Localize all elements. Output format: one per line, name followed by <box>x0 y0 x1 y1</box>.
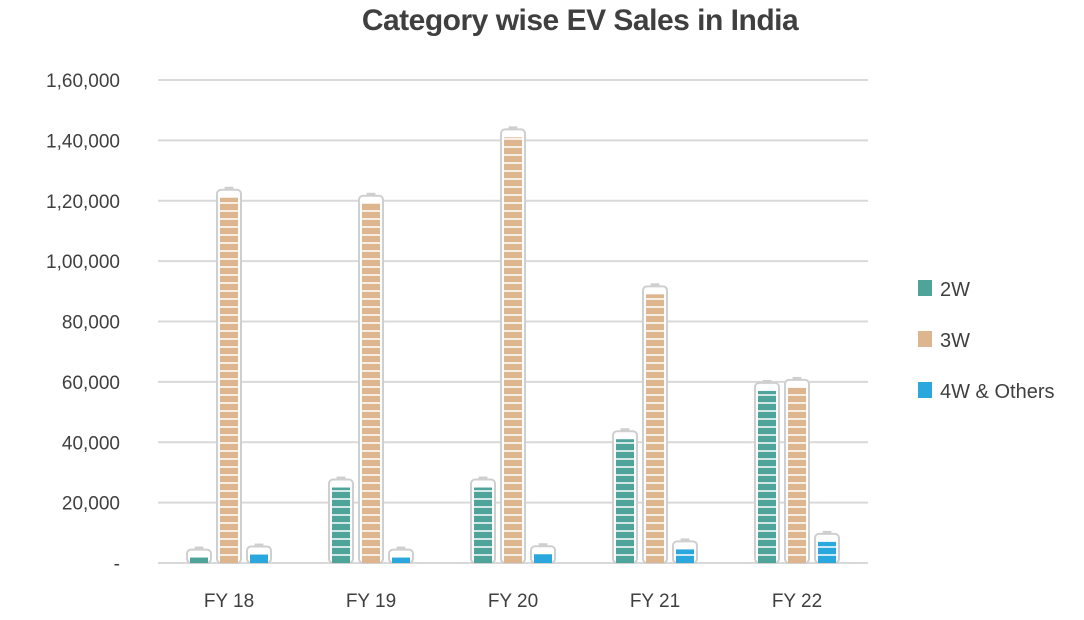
y-tick-label: 1,60,000 <box>46 71 120 92</box>
legend-item-2w: 2W <box>918 279 970 301</box>
x-tick-label: FY 22 <box>772 591 822 612</box>
bar-fill <box>646 294 664 563</box>
bar-cap <box>224 186 234 190</box>
y-tick-label: 1,00,000 <box>46 252 120 273</box>
legend-swatch <box>918 331 932 347</box>
legend-label: 2W <box>940 279 970 301</box>
bars <box>186 126 840 565</box>
bar-cap <box>822 530 832 534</box>
y-tick-label: 80,000 <box>62 313 120 334</box>
x-tick-label: FY 21 <box>630 591 680 612</box>
bar-cap <box>680 538 690 542</box>
bar-2w-fy-19 <box>328 476 354 564</box>
bar-4w-and-others-fy-18 <box>246 543 272 564</box>
bar-cap <box>792 376 802 380</box>
bar-4w-and-others-fy-20 <box>530 543 556 564</box>
bar-fill <box>220 197 238 563</box>
bar-3w-fy-22 <box>784 376 810 564</box>
bar-fill <box>676 549 694 563</box>
bar-cap <box>194 546 204 550</box>
bar-4w-and-others-fy-19 <box>388 546 414 564</box>
bar-4w-and-others-fy-21 <box>672 538 698 565</box>
y-tick-label: 1,20,000 <box>46 192 120 213</box>
chart-title: Category wise EV Sales in India <box>361 4 799 37</box>
bar-cap <box>762 379 772 383</box>
legend: 2W 3W 4W & Others <box>918 279 1054 403</box>
bar-cap <box>620 428 630 432</box>
bar-4w-and-others-fy-22 <box>814 530 840 565</box>
bar-cap <box>366 192 376 196</box>
bar-fill <box>250 554 268 563</box>
bar-fill <box>190 557 208 563</box>
legend-swatch <box>918 280 932 296</box>
legend-label: 3W <box>940 330 970 352</box>
bar-cap <box>538 543 548 547</box>
bar-cap <box>396 546 406 550</box>
bar-fill <box>818 541 836 563</box>
y-tick-label: 1,40,000 <box>46 131 120 152</box>
bar-cap <box>336 476 346 480</box>
legend-swatch <box>918 382 932 398</box>
bar-cap <box>478 476 488 480</box>
x-tick-label: FY 18 <box>204 591 254 612</box>
legend-item-3w: 3W <box>918 330 970 352</box>
x-axis-tick-labels: FY 18 FY 19 FY 20 FY 21 FY 22 <box>204 591 822 612</box>
bar-3w-fy-18 <box>216 186 242 564</box>
bar-cap <box>254 543 264 547</box>
bar-3w-fy-19 <box>358 192 384 565</box>
bar-fill <box>758 390 776 563</box>
bar-2w-fy-18 <box>186 546 212 564</box>
bar-fill <box>362 203 380 564</box>
y-tick-label: 60,000 <box>62 373 120 394</box>
legend-item-4w-and-others: 4W & Others <box>918 381 1054 403</box>
y-tick-label: 20,000 <box>62 494 120 515</box>
bar-cap <box>650 283 660 287</box>
bar-2w-fy-22 <box>754 379 780 564</box>
y-axis-tick-labels: - 20,000 40,000 60,000 80,000 1,00,000 1,20,00… <box>46 71 120 575</box>
bar-2w-fy-20 <box>470 476 496 564</box>
bar-cap <box>508 126 518 130</box>
bar-fill <box>392 557 410 563</box>
legend-label: 4W & Others <box>940 381 1054 403</box>
y-tick-label: - <box>114 554 120 575</box>
x-tick-label: FY 20 <box>488 591 538 612</box>
bar-2w-fy-21 <box>612 428 638 565</box>
y-tick-label: 40,000 <box>62 433 120 454</box>
bar-fill <box>534 554 552 563</box>
x-tick-label: FY 19 <box>346 591 396 612</box>
bar-fill <box>616 439 634 563</box>
bar-3w-fy-20 <box>500 126 526 564</box>
bar-fill <box>504 137 522 563</box>
bar-3w-fy-21 <box>642 283 668 564</box>
